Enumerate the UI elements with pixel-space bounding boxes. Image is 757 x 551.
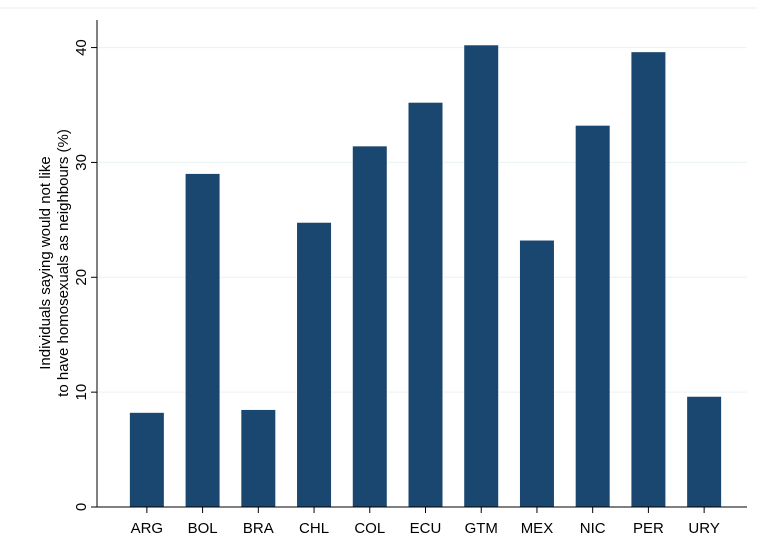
y-axis-title: to have homosexuals as neighbours (%) <box>55 129 72 397</box>
x-tick-label: BRA <box>243 520 274 537</box>
bar <box>408 102 443 507</box>
bar <box>631 52 666 508</box>
bar <box>185 173 220 507</box>
x-tick-label: ARG <box>131 520 164 537</box>
bar <box>575 125 610 508</box>
x-tick-label: MEX <box>521 520 554 537</box>
x-tick-label: BOL <box>188 520 218 537</box>
x-tick-label: ECU <box>410 520 442 537</box>
x-tick-label: URY <box>688 520 719 537</box>
y-tick-label: 0 <box>73 503 90 511</box>
y-tick-label: 10 <box>73 384 90 401</box>
x-tick-label: NIC <box>580 520 606 537</box>
bar <box>687 396 722 507</box>
bar <box>129 412 164 507</box>
x-tick-label: PER <box>633 520 664 537</box>
x-tick-label: GTM <box>465 520 498 537</box>
x-tick-label: COL <box>354 520 385 537</box>
bar <box>519 240 554 507</box>
bar <box>352 146 387 507</box>
y-tick-label: 20 <box>73 269 90 286</box>
bar <box>464 45 499 508</box>
y-axis-title: Individuals saying would not like <box>37 156 54 369</box>
y-tick-label: 30 <box>73 154 90 171</box>
y-tick-label: 40 <box>73 39 90 56</box>
x-tick-label: CHL <box>299 520 329 537</box>
bar <box>241 409 276 507</box>
bar <box>297 222 332 508</box>
